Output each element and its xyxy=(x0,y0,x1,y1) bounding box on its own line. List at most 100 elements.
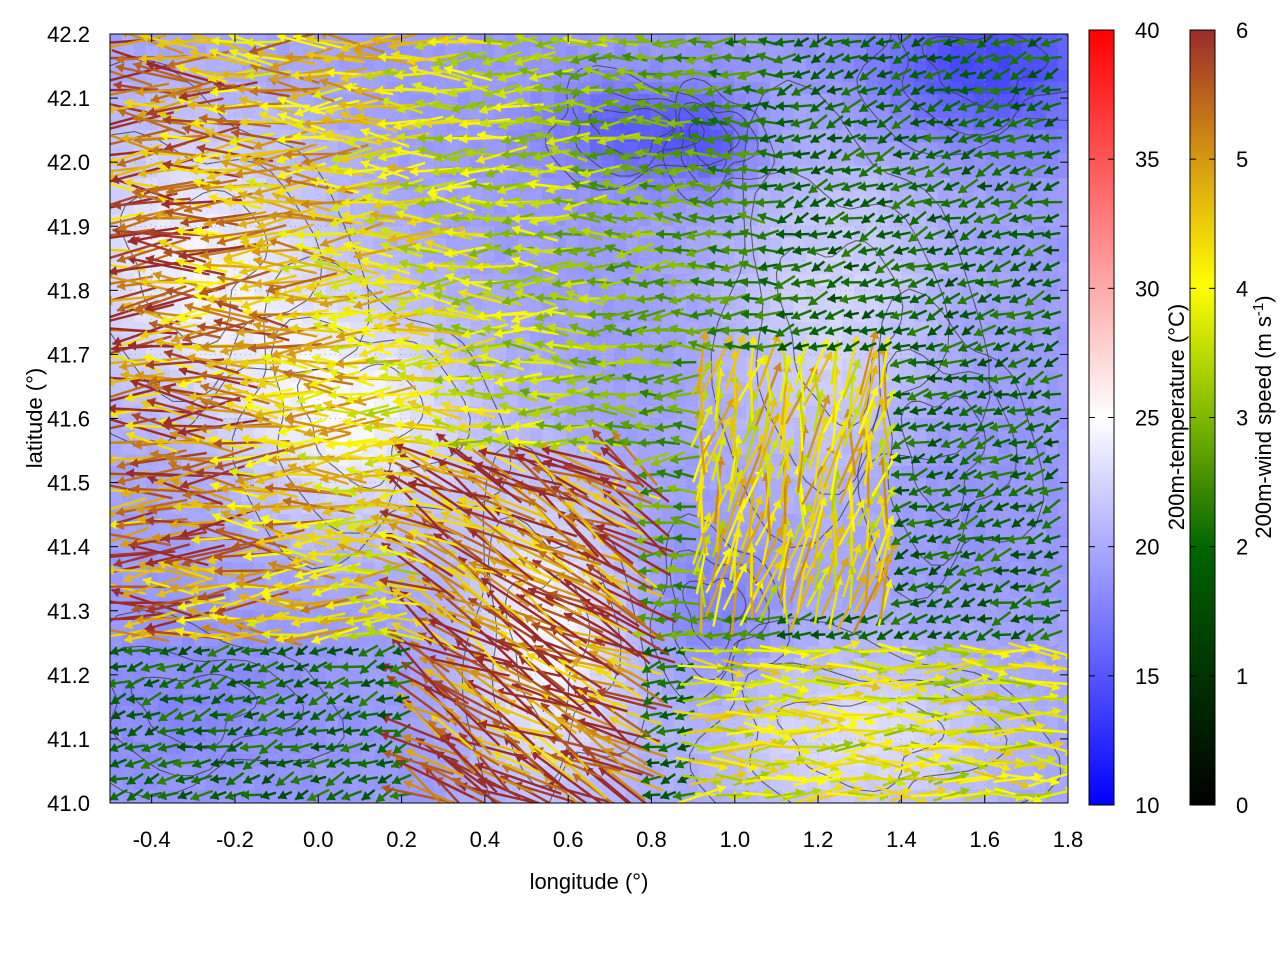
temperature-cell xyxy=(122,322,135,335)
temperature-cell xyxy=(842,46,855,59)
temperature-cell xyxy=(422,46,435,59)
temperature-cell xyxy=(158,766,171,779)
temperature-cell xyxy=(1058,430,1068,443)
temperature-cell xyxy=(866,46,879,59)
temperature-cell xyxy=(506,58,519,71)
temperature-cell xyxy=(1058,94,1068,107)
temperature-cell xyxy=(686,46,699,59)
temperature-cell xyxy=(506,346,519,359)
temperature-cell xyxy=(1058,70,1068,83)
temperature-cell xyxy=(746,178,759,191)
temperature-cell xyxy=(710,58,723,71)
temperature-cell xyxy=(590,94,603,107)
temperature-cell xyxy=(494,46,507,59)
temperature-cell xyxy=(686,358,699,371)
temperature-cell xyxy=(662,46,675,59)
temperature-cell xyxy=(698,106,711,119)
temperature-cell xyxy=(1058,394,1068,407)
temperature-cell xyxy=(866,130,879,143)
temperature-cell xyxy=(998,526,1011,539)
temperature-cell xyxy=(1022,574,1035,587)
temperature-cell xyxy=(1058,130,1068,143)
temperature-cell xyxy=(578,142,591,155)
temperature-cell xyxy=(434,202,447,215)
temperature-cell xyxy=(1058,610,1068,623)
temperature-cell xyxy=(470,58,483,71)
temperature-cell xyxy=(674,490,687,503)
temperature-cell xyxy=(974,286,987,299)
temperature-cell xyxy=(734,46,747,59)
temperature-cell xyxy=(1058,178,1068,191)
temperature-cell xyxy=(758,58,771,71)
temperature-cell xyxy=(1058,190,1068,203)
temperature-cell xyxy=(962,34,975,47)
temperature-cell xyxy=(398,346,411,359)
temperature-cell xyxy=(1058,202,1068,215)
temperature-cell xyxy=(542,430,555,443)
temperature-cell xyxy=(974,46,987,59)
temperature-cell xyxy=(1034,226,1047,239)
temperature-cell xyxy=(806,766,819,779)
temperature-cell xyxy=(722,730,735,743)
temperature-cell xyxy=(914,442,927,455)
temperature-cell xyxy=(134,46,147,59)
temperature-cell xyxy=(602,250,615,263)
temperature-cell xyxy=(914,46,927,59)
temperature-cell xyxy=(650,46,663,59)
temperature-cell xyxy=(722,58,735,71)
temperature-cell xyxy=(1058,718,1068,731)
temperature-cell xyxy=(950,370,963,383)
temperature-cell xyxy=(1058,562,1068,575)
temperature-cell xyxy=(854,46,867,59)
temperature-cell xyxy=(1058,418,1068,431)
temperature-cell xyxy=(338,58,351,71)
temperature-cell xyxy=(782,262,795,275)
temperature-cell xyxy=(1058,58,1068,71)
temperature-cell xyxy=(1058,670,1068,683)
temperature-cell xyxy=(1058,538,1068,551)
temperature-cell xyxy=(722,202,735,215)
temperature-cell xyxy=(998,106,1011,119)
temperature-cell xyxy=(1058,454,1068,467)
temperature-cell xyxy=(350,658,363,671)
temperature-cell xyxy=(134,682,147,695)
temperature-cell xyxy=(938,46,951,59)
temperature-cell xyxy=(746,34,759,47)
temperature-cell xyxy=(518,46,531,59)
temperature-cell xyxy=(1022,622,1035,635)
temperature-cell xyxy=(950,718,963,731)
temperature-cell xyxy=(638,286,651,299)
temperature-cell xyxy=(542,382,555,395)
temperature-cell xyxy=(1010,46,1023,59)
temperature-cell xyxy=(602,154,615,167)
temperature-cell xyxy=(566,46,579,59)
plot-area xyxy=(110,34,1068,803)
temperature-cell xyxy=(506,394,519,407)
temperature-cell xyxy=(746,46,759,59)
temperature-cell xyxy=(1058,586,1068,599)
temperature-cell xyxy=(746,130,759,143)
temperature-cell xyxy=(746,154,759,167)
temperature-cell xyxy=(110,238,123,251)
temperature-cell xyxy=(686,478,699,491)
temperature-cell xyxy=(614,58,627,71)
temperature-cell xyxy=(1058,550,1068,563)
temperature-cell xyxy=(782,58,795,71)
temperature-cell xyxy=(422,106,435,119)
temperature-cell xyxy=(1058,106,1068,119)
temperature-cell xyxy=(434,46,447,59)
temperature-cell xyxy=(1058,634,1068,647)
temperature-cell xyxy=(782,154,795,167)
temperature-cell xyxy=(674,58,687,71)
temperature-cell xyxy=(986,70,999,83)
temperature-cell xyxy=(146,46,159,59)
temperature-cell xyxy=(134,730,147,743)
temperature-cell xyxy=(1034,58,1047,71)
temperature-cell xyxy=(770,46,783,59)
temperature-cell xyxy=(1046,670,1059,683)
temperature-cell xyxy=(710,622,723,635)
temperature-cell xyxy=(686,502,699,515)
temperature-cell xyxy=(266,34,279,47)
temperature-cell xyxy=(338,250,351,263)
